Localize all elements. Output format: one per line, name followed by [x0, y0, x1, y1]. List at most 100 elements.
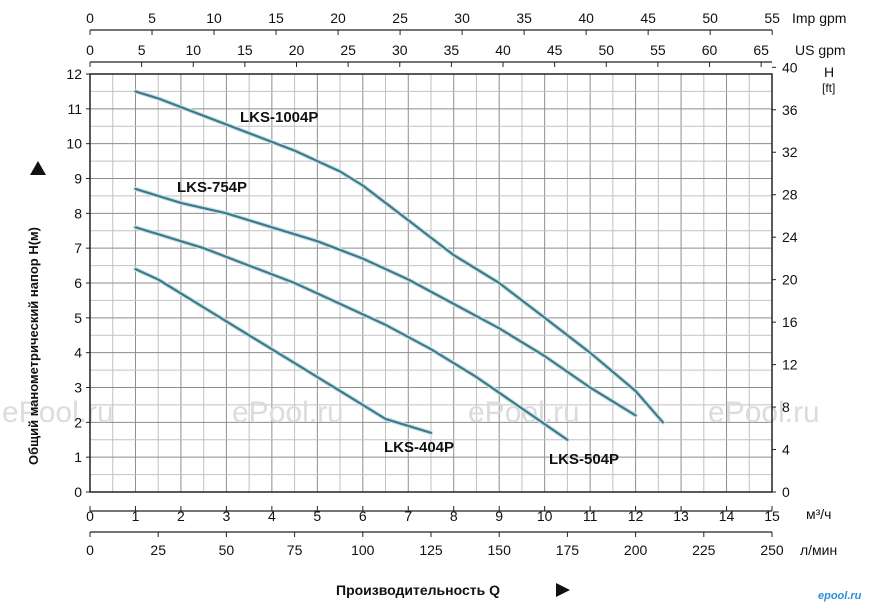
imp-gpm-tick-label: 30 — [454, 10, 470, 26]
imp-gpm-tick-label: 20 — [330, 10, 346, 26]
us-gpm-tick-label: 15 — [237, 42, 253, 58]
m3h-tick-label: 13 — [673, 508, 689, 524]
imp-gpm-tick-label: 40 — [578, 10, 594, 26]
m3h-tick-label: 10 — [537, 508, 553, 524]
y-tick-label: 2 — [74, 414, 82, 430]
m3h-tick-label: 7 — [404, 508, 412, 524]
lpm-tick-label: 50 — [219, 542, 235, 558]
us-gpm-tick-label: 60 — [702, 42, 718, 58]
series-labels: LKS-1004P LKS-754P LKS-504P LKS-404P — [177, 109, 619, 468]
m3h-tick-label: 4 — [268, 508, 276, 524]
lpm-tick-label: 0 — [86, 542, 94, 558]
us-gpm-tick-label: 20 — [289, 42, 305, 58]
series-line — [134, 226, 569, 441]
series-line — [134, 268, 433, 434]
ft-tick-label: 28 — [782, 187, 798, 203]
us-gpm-tick-label: 55 — [650, 42, 666, 58]
y-tick-label: 7 — [74, 240, 82, 256]
m3h-tick-label: 8 — [450, 508, 458, 524]
y-tick-label: 12 — [66, 66, 82, 82]
imp-gpm-tick-label: 35 — [516, 10, 532, 26]
ft-unit-label-ft: [ft] — [822, 81, 835, 95]
ft-tick-label: 16 — [782, 314, 798, 330]
us-gpm-tick-label: 50 — [598, 42, 614, 58]
watermark-text: ePool.ru — [232, 396, 344, 429]
y-axis-arrow-icon — [30, 161, 46, 175]
y-tick-label: 0 — [74, 484, 82, 500]
watermarks: ePool.ru ePool.ru ePool.ru ePool.ru — [2, 396, 820, 429]
us-gpm-tick-label: 45 — [547, 42, 563, 58]
ft-tick-label: 12 — [782, 357, 798, 373]
imp-gpm-tick-label: 50 — [702, 10, 718, 26]
us-gpm-tick-label: 5 — [138, 42, 146, 58]
ft-tick-label: 24 — [782, 229, 798, 245]
y-tick-label: 11 — [67, 101, 82, 117]
series-label: LKS-404P — [384, 439, 454, 456]
lpm-tick-label: 225 — [692, 542, 716, 558]
x-axis-arrow-icon — [556, 583, 570, 597]
imp-gpm-tick-label: 15 — [268, 10, 284, 26]
watermark-text: ePool.ru — [708, 396, 820, 429]
y-tick-label: 6 — [74, 275, 82, 291]
m3h-tick-label: 0 — [86, 508, 94, 524]
lpm-tick-label: 25 — [150, 542, 166, 558]
us-gpm-tick-label: 30 — [392, 42, 408, 58]
lpm-tick-label: 100 — [351, 542, 375, 558]
imp-gpm-tick-label: 25 — [392, 10, 408, 26]
lpm-tick-label: 175 — [556, 542, 580, 558]
lpm-tick-label: 125 — [419, 542, 443, 558]
m3h-unit-label: м³/ч — [806, 506, 831, 522]
imp-gpm-unit-label: Imp gpm — [792, 10, 846, 26]
ft-tick-label: 20 — [782, 272, 798, 288]
series-line — [134, 90, 665, 424]
us-gpm-tick-label: 65 — [753, 42, 769, 58]
series-line — [134, 187, 637, 417]
y-tick-label: 5 — [74, 310, 82, 326]
m3h-tick-label: 14 — [719, 508, 735, 524]
series-lines — [133, 89, 666, 443]
m3h-tick-label: 2 — [177, 508, 185, 524]
imp-gpm-tick-label: 10 — [206, 10, 222, 26]
m3h-tick-label: 12 — [628, 508, 644, 524]
m3h-tick-label: 6 — [359, 508, 367, 524]
y-tick-label: 3 — [74, 380, 82, 396]
m3h-tick-label: 11 — [583, 508, 598, 524]
m3h-tick-label: 5 — [313, 508, 321, 524]
series-label: LKS-754P — [177, 179, 247, 196]
y-axis-title: Общий манометрический напор H(м) — [26, 227, 41, 465]
imp-gpm-tick-label: 5 — [148, 10, 156, 26]
watermark-text: ePool.ru — [468, 396, 580, 429]
us-gpm-tick-label: 40 — [495, 42, 511, 58]
ft-tick-label: 40 — [782, 59, 798, 75]
y-tick-label: 1 — [74, 449, 82, 465]
ft-unit-label-h: H — [824, 64, 834, 80]
lpm-unit-label: л/мин — [800, 542, 837, 558]
logo-mark: epool.ru — [818, 590, 862, 602]
us-gpm-tick-label: 25 — [340, 42, 356, 58]
m3h-tick-label: 3 — [223, 508, 231, 524]
ft-tick-label: 36 — [782, 102, 798, 118]
y-tick-label: 4 — [74, 345, 82, 361]
watermark-text: ePool.ru — [2, 396, 114, 429]
imp-gpm-tick-label: 45 — [640, 10, 656, 26]
y-tick-label: 10 — [66, 136, 82, 152]
m3h-tick-label: 1 — [132, 508, 140, 524]
series-label: LKS-504P — [549, 451, 619, 468]
imp-gpm-tick-label: 0 — [86, 10, 94, 26]
lpm-tick-label: 200 — [624, 542, 648, 558]
y-tick-label: 8 — [74, 205, 82, 221]
us-gpm-tick-label: 0 — [86, 42, 94, 58]
lpm-tick-label: 150 — [488, 542, 512, 558]
us-gpm-unit-label: US gpm — [795, 42, 846, 58]
ft-tick-label: 4 — [782, 442, 790, 458]
ft-tick-label: 32 — [782, 144, 798, 160]
us-gpm-tick-label: 10 — [185, 42, 201, 58]
imp-gpm-tick-label: 55 — [764, 10, 780, 26]
series-label: LKS-1004P — [240, 109, 318, 126]
ft-tick-label: 8 — [782, 399, 790, 415]
lpm-tick-label: 75 — [287, 542, 303, 558]
lpm-tick-label: 250 — [760, 542, 784, 558]
